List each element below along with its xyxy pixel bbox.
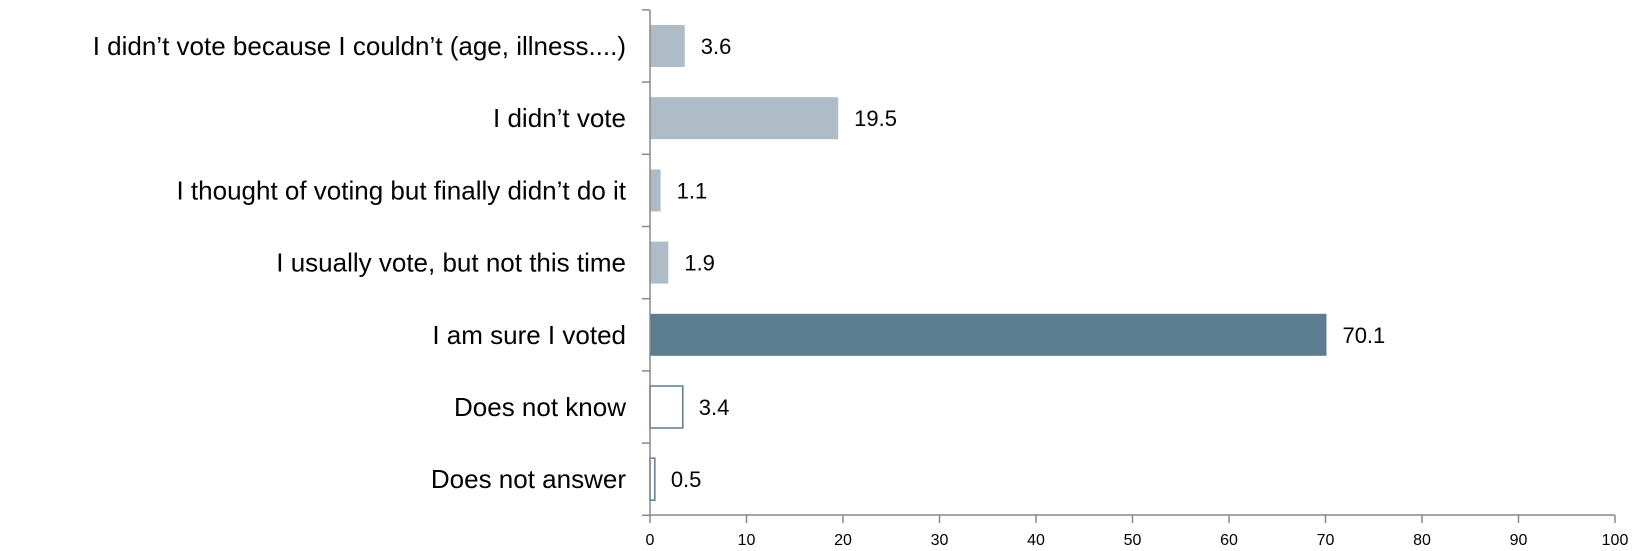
category-label: I usually vote, but not this time	[276, 248, 626, 278]
axes-group	[642, 9, 1616, 523]
x-tick-label: 90	[1510, 532, 1528, 549]
x-tick-label: 60	[1220, 532, 1238, 549]
x-tick-label: 30	[931, 532, 949, 549]
bars-group	[649, 25, 1327, 501]
bar-2	[650, 97, 839, 140]
category-label: Does not know	[454, 392, 626, 422]
value-label: 0.5	[671, 467, 702, 492]
labels-group: I didn’t vote because I couldn’t (age, i…	[93, 31, 1629, 549]
category-label: I am sure I voted	[432, 320, 626, 350]
value-label: 1.1	[677, 178, 708, 203]
value-label: 70.1	[1342, 323, 1385, 348]
bar-4	[650, 241, 669, 284]
category-label: Does not answer	[431, 464, 626, 494]
x-tick-label: 0	[646, 532, 655, 549]
x-tick-label: 100	[1602, 532, 1629, 549]
value-label: 1.9	[684, 251, 715, 276]
value-label: 19.5	[854, 106, 897, 131]
x-tick-label: 50	[1124, 532, 1142, 549]
x-tick-label: 40	[1027, 532, 1045, 549]
category-label: I didn’t vote because I couldn’t (age, i…	[93, 31, 626, 61]
category-label: I didn’t vote	[493, 103, 626, 133]
value-label: 3.4	[699, 395, 730, 420]
bar-1	[650, 25, 685, 67]
value-label: 3.6	[701, 34, 732, 59]
category-label: I thought of voting but finally didn’t d…	[176, 175, 626, 205]
x-tick-label: 20	[834, 532, 852, 549]
x-tick-label: 10	[738, 532, 756, 549]
x-tick-label: 70	[1317, 532, 1335, 549]
x-tick-label: 80	[1413, 532, 1431, 549]
bar-5	[650, 313, 1327, 356]
bar-6	[649, 385, 684, 429]
bar-3	[650, 169, 661, 212]
